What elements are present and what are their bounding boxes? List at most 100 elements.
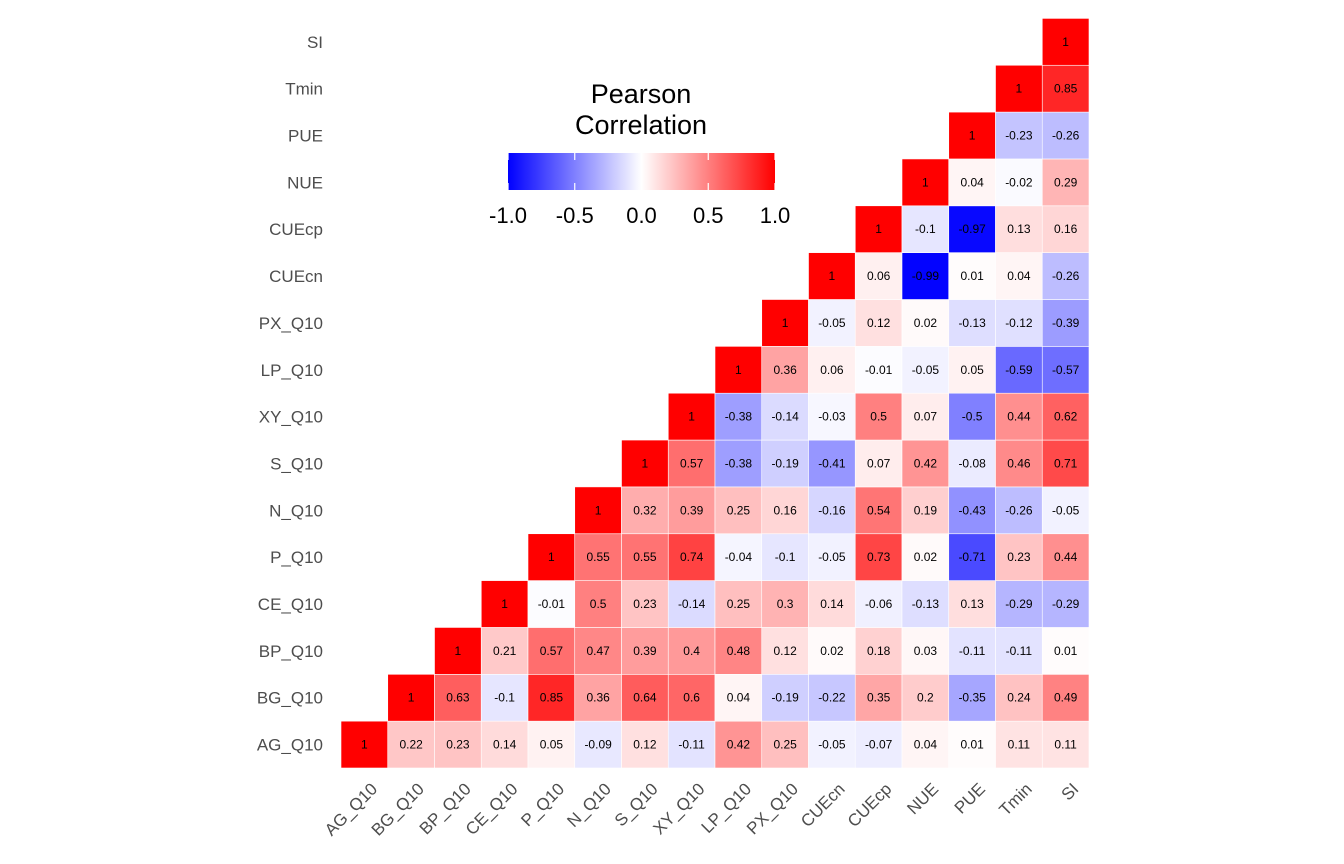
heatmap-cell-SI-Tmin [1041, 64, 1090, 113]
cell-value-CUEcn-XY_Q10: -0.03 [818, 410, 846, 424]
x-tick-label-N_Q10: N_Q10 [563, 779, 615, 831]
cell-value-SI-P_Q10: 0.44 [1054, 550, 1078, 564]
x-axis-labels: AG_Q10BG_Q10BP_Q10CE_Q10P_Q10N_Q10S_Q10X… [321, 779, 1082, 839]
cell-value-P_Q10-CE_Q10: -0.01 [538, 597, 566, 611]
y-tick-label-P_Q10: P_Q10 [270, 548, 323, 567]
cell-value-Tmin-NUE: -0.02 [1005, 175, 1033, 189]
cell-value-CUEcp-CUEcn: 0.06 [867, 269, 891, 283]
heatmap-cell-CE_Q10-BG_Q10 [480, 673, 529, 722]
heatmap-cell-SI-LP_Q10 [1041, 346, 1090, 394]
heatmap-cell-CUEcp-S_Q10 [854, 439, 903, 488]
heatmap-cell-NUE-PX_Q10 [901, 299, 950, 347]
heatmap-cell-PUE-CUEcn [948, 252, 996, 300]
cell-value-NUE-NUE: 1 [922, 175, 929, 189]
heatmap-cell-SI-BP_Q10 [1041, 627, 1090, 675]
cell-value-NUE-N_Q10: 0.19 [914, 503, 938, 517]
cell-value-PX_Q10-S_Q10: -0.19 [771, 456, 799, 470]
cell-value-Tmin-N_Q10: -0.26 [1005, 503, 1033, 517]
heatmap-cell-S_Q10-AG_Q10 [621, 720, 669, 769]
cell-value-CUEcn-CUEcn: 1 [829, 269, 836, 283]
y-tick-label-NUE: NUE [287, 173, 323, 192]
cell-value-Tmin-CUEcn: 0.04 [1007, 269, 1031, 283]
cell-value-SI-SI: 1 [1062, 35, 1069, 49]
heatmap-cell-LP_Q10-XY_Q10 [714, 392, 763, 441]
heatmap-cell-PUE-S_Q10 [948, 439, 996, 488]
cell-value-CUEcn-PX_Q10: -0.05 [818, 316, 846, 330]
heatmap-cell-S_Q10-P_Q10 [621, 533, 669, 581]
y-tick-label-N_Q10: N_Q10 [269, 501, 323, 520]
heatmap-cell-CUEcp-XY_Q10 [854, 392, 903, 441]
heatmap-cell-N_Q10-N_Q10 [574, 486, 622, 535]
heatmap-cell-CUEcp-PX_Q10 [854, 299, 903, 347]
y-tick-label-PX_Q10: PX_Q10 [259, 314, 323, 333]
heatmap-cell-BP_Q10-BG_Q10 [434, 673, 482, 722]
cell-value-PX_Q10-P_Q10: -0.1 [775, 550, 796, 564]
cell-value-PUE-LP_Q10: 0.05 [960, 363, 984, 377]
heatmap-cell-N_Q10-CE_Q10 [574, 580, 622, 628]
cell-value-PUE-XY_Q10: -0.5 [962, 410, 983, 424]
cell-value-CUEcp-LP_Q10: -0.01 [865, 363, 893, 377]
heatmap-cell-S_Q10-S_Q10 [621, 439, 669, 488]
heatmap-cell-CUEcn-BP_Q10 [808, 627, 856, 675]
cell-value-XY_Q10-XY_Q10: 1 [688, 410, 695, 424]
heatmap-cell-PX_Q10-N_Q10 [761, 486, 809, 535]
x-tick-label-PX_Q10: PX_Q10 [743, 779, 802, 838]
cell-value-NUE-LP_Q10: -0.05 [912, 363, 940, 377]
heatmap-cell-Tmin-P_Q10 [995, 533, 1043, 581]
heatmap-cell-NUE-CUEcn [901, 252, 950, 300]
heatmap-cell-NUE-LP_Q10 [901, 346, 950, 394]
heatmap-cell-P_Q10-BP_Q10 [527, 627, 576, 675]
cell-value-S_Q10-AG_Q10: 0.12 [633, 738, 657, 752]
heatmap-cell-SI-P_Q10 [1041, 533, 1090, 581]
cell-value-CE_Q10-AG_Q10: 0.14 [493, 738, 517, 752]
heatmap-cell-LP_Q10-N_Q10 [714, 486, 763, 535]
cell-value-XY_Q10-N_Q10: 0.39 [680, 503, 704, 517]
cell-value-P_Q10-BG_Q10: 0.85 [540, 691, 564, 705]
x-tick-label-CUEcp: CUEcp [844, 779, 896, 831]
heatmap-cell-PX_Q10-BG_Q10 [761, 673, 809, 722]
cell-value-SI-N_Q10: -0.05 [1052, 503, 1080, 517]
heatmap-cell-P_Q10-CE_Q10 [527, 580, 576, 628]
heatmap-cell-PUE-PX_Q10 [948, 299, 996, 347]
heatmap-cell-Tmin-CUEcn [995, 252, 1043, 300]
heatmap-cell-N_Q10-BG_Q10 [574, 673, 622, 722]
heatmap-cell-XY_Q10-N_Q10 [667, 486, 716, 535]
heatmap-cell-Tmin-CUEcp [995, 205, 1043, 253]
heatmap-cell-NUE-CUEcp [901, 205, 950, 253]
cell-value-Tmin-Tmin: 1 [1016, 82, 1023, 96]
heatmap-cell-SI-CUEcn [1041, 252, 1090, 300]
x-tick-label-Tmin: Tmin [996, 779, 1036, 819]
cell-value-CUEcp-S_Q10: 0.07 [867, 456, 891, 470]
cell-value-BP_Q10-BG_Q10: 0.63 [446, 691, 470, 705]
heatmap-cell-XY_Q10-AG_Q10 [667, 720, 716, 769]
cell-value-BG_Q10-AG_Q10: 0.22 [399, 738, 423, 752]
heatmap-cell-NUE-XY_Q10 [901, 392, 950, 441]
cell-value-Tmin-CUEcp: 0.13 [1007, 222, 1031, 236]
legend-tick-label: -1.0 [489, 203, 527, 228]
heatmap-cell-Tmin-XY_Q10 [995, 392, 1043, 441]
heatmap-cell-Tmin-Tmin [995, 64, 1043, 113]
heatmap-cell-SI-AG_Q10 [1041, 720, 1090, 769]
x-tick-label-SI: SI [1058, 779, 1083, 804]
y-tick-label-Tmin: Tmin [285, 80, 323, 99]
cell-value-PUE-AG_Q10: 0.01 [960, 738, 984, 752]
heatmap-cell-CUEcn-S_Q10 [808, 439, 856, 488]
heatmap-cell-Tmin-LP_Q10 [995, 346, 1043, 394]
cell-value-N_Q10-P_Q10: 0.55 [586, 550, 610, 564]
cell-value-SI-Tmin: 0.85 [1054, 82, 1078, 96]
cell-value-N_Q10-BP_Q10: 0.47 [586, 644, 610, 658]
x-tick-label-CE_Q10: CE_Q10 [462, 779, 522, 839]
legend-title-line-2: Correlation [575, 110, 707, 140]
cell-value-AG_Q10-AG_Q10: 1 [361, 738, 368, 752]
legend-ticks: -1.0 -0.5 0.0 0.5 1.0 [489, 153, 790, 228]
cell-value-PUE-CE_Q10: 0.13 [960, 597, 984, 611]
heatmap-cell-CUEcp-CUEcn [854, 252, 903, 300]
heatmap-cell-NUE-P_Q10 [901, 533, 950, 581]
cell-value-SI-XY_Q10: 0.62 [1054, 410, 1078, 424]
legend-title-line-1: Pearson [591, 79, 692, 109]
heatmap-cell-SI-PX_Q10 [1041, 299, 1090, 347]
cell-value-PUE-CUEcp: -0.97 [958, 222, 986, 236]
cell-value-CE_Q10-BG_Q10: -0.1 [494, 691, 515, 705]
cell-value-Tmin-S_Q10: 0.46 [1007, 456, 1031, 470]
cell-value-SI-S_Q10: 0.71 [1054, 456, 1078, 470]
